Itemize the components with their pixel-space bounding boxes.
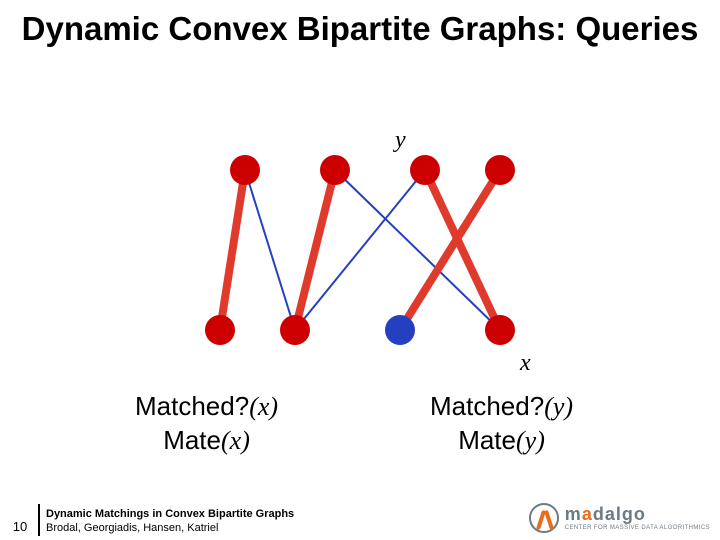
graph-node (280, 315, 310, 345)
graph-node (385, 315, 415, 345)
footer-divider (38, 504, 40, 536)
logo-word-accent: a (582, 504, 593, 524)
page-number: 10 (6, 519, 34, 534)
mate-arg: (y) (516, 426, 545, 455)
graph-node (205, 315, 235, 345)
logo-word: madalgo (565, 505, 710, 523)
label-y: y (395, 127, 406, 154)
logo-mark-icon (529, 503, 559, 533)
matched-arg: (y) (544, 392, 573, 421)
logo-subtitle: CENTER FOR MASSIVE DATA ALGORITHMICS (565, 525, 710, 531)
logo-word-post: dalgo (593, 504, 646, 524)
graph-node (230, 155, 260, 185)
graph-node (485, 315, 515, 345)
footer-authors: Brodal, Georgiadis, Hansen, Katriel (46, 522, 218, 534)
logo-text: madalgo CENTER FOR MASSIVE DATA ALGORITH… (565, 505, 710, 531)
bipartite-graph (200, 150, 520, 350)
label-x: x (520, 350, 531, 377)
graph-edge (220, 170, 245, 330)
queries-x: Matched?(x) Mate(x) (135, 390, 278, 457)
logo-word-pre: m (565, 504, 582, 524)
footer: 10 Dynamic Matchings in Convex Bipartite… (0, 498, 720, 540)
graph-node (320, 155, 350, 185)
matched-arg: (x) (249, 392, 278, 421)
graph-node (485, 155, 515, 185)
footer-title: Dynamic Matchings in Convex Bipartite Gr… (46, 508, 294, 520)
matched-fn: Matched? (430, 391, 544, 421)
queries-y: Matched?(y) Mate(y) (430, 390, 573, 457)
mate-fn: Mate (163, 425, 221, 455)
slide-title: Dynamic Convex Bipartite Graphs: Queries (0, 10, 720, 48)
graph-node (410, 155, 440, 185)
mate-fn: Mate (458, 425, 516, 455)
mate-arg: (x) (221, 426, 250, 455)
madalgo-logo: madalgo CENTER FOR MASSIVE DATA ALGORITH… (529, 502, 710, 534)
slide: Dynamic Convex Bipartite Graphs: Queries… (0, 0, 720, 540)
graph-edge (245, 170, 295, 330)
matched-fn: Matched? (135, 391, 249, 421)
